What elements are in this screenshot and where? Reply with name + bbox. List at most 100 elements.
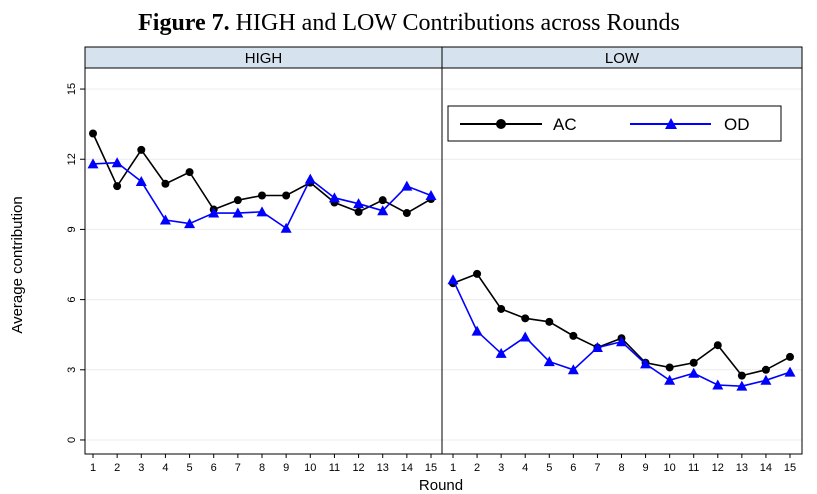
high-od-point — [328, 192, 340, 203]
x-tick-label: 9 — [283, 462, 289, 474]
low-od-point — [591, 342, 603, 353]
high-od-point — [232, 207, 244, 218]
high-ac-point — [185, 168, 194, 177]
low-od-point — [519, 331, 531, 342]
high-od-point — [159, 214, 171, 225]
high-ac-point — [402, 209, 411, 218]
high-plot-frame — [84, 67, 443, 455]
x-tick-label: 12 — [352, 462, 364, 474]
y-tick-label: 9 — [66, 226, 78, 232]
x-tick-label: 5 — [546, 462, 552, 474]
low-ac-point — [689, 358, 698, 367]
low-od-point — [567, 364, 579, 375]
low-od-point — [688, 367, 700, 378]
x-tick-label: 8 — [618, 462, 624, 474]
low-ac-point — [786, 352, 794, 361]
high-od-point — [184, 218, 196, 229]
legend-ac-marker — [496, 119, 506, 129]
figure-caption: HIGH and LOW Contributions across Rounds — [230, 10, 680, 36]
high-od-point — [87, 158, 99, 169]
high-ac-point — [258, 191, 266, 200]
x-tick-label: 8 — [259, 462, 265, 474]
low-od-point — [471, 325, 483, 336]
legend-ac-label: AC — [553, 115, 577, 134]
low-ac-point — [713, 341, 722, 350]
legend: AC OD — [447, 105, 782, 142]
y-axis-label: Average contribution — [9, 196, 26, 333]
high-ac-point — [282, 191, 291, 200]
low-od-point — [495, 347, 507, 358]
low-od-point — [760, 374, 772, 385]
y-tick-label: 15 — [66, 83, 78, 95]
x-tick-label: 4 — [162, 462, 168, 474]
x-tick-label: 5 — [187, 462, 193, 474]
x-tick-label: 7 — [594, 462, 600, 474]
x-tick-label: 2 — [474, 462, 480, 474]
y-tick-label: 12 — [66, 153, 78, 165]
high-od-point — [401, 180, 413, 191]
legend-od-label: OD — [724, 115, 750, 134]
high-ac-point — [233, 196, 242, 205]
high-od-point — [256, 206, 268, 217]
x-tick-label: 10 — [304, 462, 316, 474]
high-ac-point — [113, 182, 122, 191]
x-tick-label: 9 — [643, 462, 649, 474]
low-ac-point — [665, 363, 674, 372]
y-tick-label: 0 — [66, 437, 78, 443]
figure-number: Figure 7. — [138, 10, 230, 36]
low-ac-point — [737, 371, 746, 380]
high-od-point — [425, 189, 437, 200]
low-ac-point — [521, 314, 530, 323]
x-tick-label: 6 — [211, 462, 217, 474]
x-tick-label: 11 — [329, 462, 340, 474]
y-tick-label: 6 — [66, 297, 78, 303]
x-tick-label: 1 — [450, 462, 456, 474]
x-tick-label: 13 — [736, 462, 748, 474]
high-od-point — [208, 207, 220, 218]
low-ac-line — [452, 272, 791, 377]
high-od-point — [304, 173, 316, 184]
low-od-point — [616, 336, 627, 347]
high-ac-point — [378, 196, 387, 205]
x-tick-label: 2 — [114, 462, 120, 474]
x-tick-label: 7 — [235, 462, 241, 474]
high-od-point — [377, 205, 389, 216]
low-od-point — [640, 358, 652, 369]
high-od-point — [353, 198, 365, 209]
y-tick-label: 3 — [66, 367, 78, 373]
low-od-point — [664, 374, 676, 385]
high-ac-point — [161, 179, 170, 188]
high-ac-point — [137, 145, 146, 154]
x-tick-label: 14 — [401, 462, 413, 474]
low-ac-point — [761, 365, 770, 374]
gridlines — [85, 88, 802, 441]
high-panel-label: HIGH — [245, 50, 283, 67]
low-ac-point — [545, 317, 554, 326]
high-od-point — [111, 157, 123, 168]
x-tick-label: 11 — [688, 462, 699, 474]
low-od-point — [784, 366, 796, 377]
high-ac-point — [89, 129, 97, 138]
x-tick-label: 10 — [664, 462, 676, 474]
high-od-point — [280, 222, 292, 233]
low-ac-point — [569, 331, 578, 340]
figure-title: Figure 7. HIGH and LOW Contributions acr… — [138, 10, 680, 36]
legend-od-marker — [665, 118, 677, 129]
x-tick-label: 3 — [498, 462, 504, 474]
x-tick-label: 4 — [522, 462, 528, 474]
x-tick-label: 12 — [712, 462, 724, 474]
x-tick-label: 15 — [784, 462, 796, 474]
x-tick-label: 13 — [377, 462, 389, 474]
high-ac-point — [354, 207, 363, 216]
low-ac-point — [473, 269, 482, 278]
low-od-point — [712, 379, 724, 390]
data-lines — [87, 129, 796, 391]
x-tick-label: 14 — [760, 462, 772, 474]
x-tick-label: 6 — [570, 462, 576, 474]
x-tick-label: 1 — [90, 462, 96, 474]
x-tick-label: 15 — [425, 462, 437, 474]
low-ac-point — [497, 304, 506, 313]
low-panel-label: LOW — [605, 50, 640, 67]
